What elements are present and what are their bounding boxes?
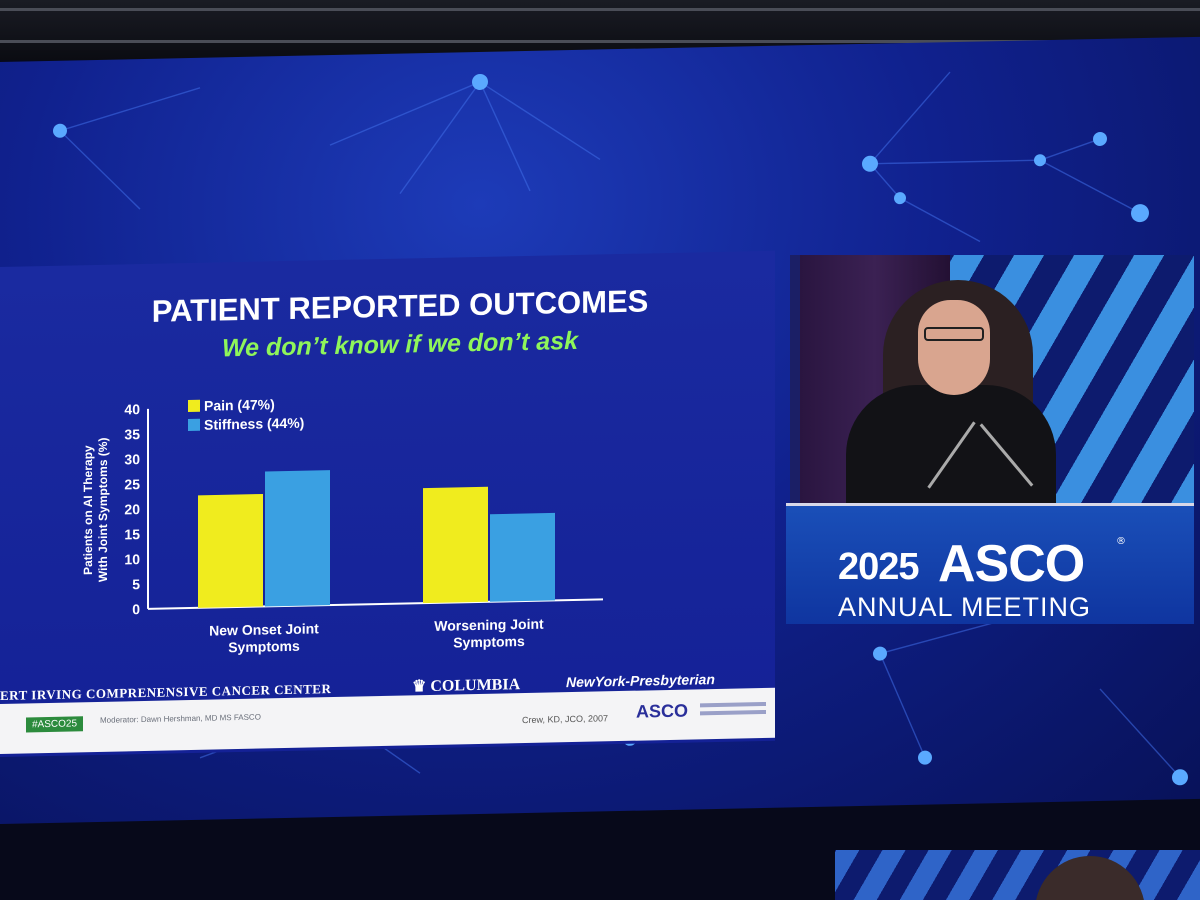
slide-title: PATIENT REPORTED OUTCOMES bbox=[151, 283, 649, 329]
legend-swatch bbox=[188, 418, 200, 432]
x-tick-label: Worsening Joint bbox=[434, 616, 544, 634]
y-tick-label: 20 bbox=[124, 501, 140, 517]
y-tick-label: 5 bbox=[132, 576, 140, 592]
moderator-text: Moderator: Dawn Hershman, MD MS FASCO bbox=[100, 712, 261, 725]
bar bbox=[490, 512, 555, 602]
nyp-logo: NewYork-Presbyterian bbox=[566, 671, 715, 691]
legend-label: Pain (47%) bbox=[204, 396, 275, 413]
crown-icon: ♛ bbox=[412, 677, 431, 696]
legend-swatch bbox=[188, 399, 200, 413]
y-tick-label: 30 bbox=[124, 451, 140, 467]
speaker-video bbox=[790, 255, 1194, 505]
y-tick-label: 0 bbox=[132, 601, 140, 617]
citation-text: Crew, KD, JCO, 2007 bbox=[522, 713, 609, 726]
registered-mark: ® bbox=[1116, 536, 1126, 547]
y-tick-label: 15 bbox=[124, 526, 140, 542]
y-tick-label: 35 bbox=[124, 426, 140, 442]
truss-beam bbox=[0, 40, 1200, 43]
secondary-screen-stripes bbox=[835, 850, 1200, 900]
columbia-logo-text: COLUMBIA bbox=[430, 676, 521, 695]
bar bbox=[198, 493, 263, 608]
y-tick-label: 25 bbox=[124, 476, 140, 492]
secondary-screen bbox=[835, 850, 1200, 900]
y-axis-label: Patients on AI Therapy bbox=[81, 445, 95, 575]
y-axis-label: With Joint Symptoms (%) bbox=[96, 437, 110, 582]
bar bbox=[423, 486, 488, 604]
bar bbox=[265, 470, 330, 607]
podium-year: 2025 bbox=[838, 546, 920, 588]
x-tick-label: New Onset Joint bbox=[209, 620, 319, 638]
asco-tagline-line bbox=[700, 709, 766, 716]
projection-screen: PATIENT REPORTED OUTCOMES We don’t know … bbox=[0, 36, 1200, 824]
asco-footer-logo: ASCO bbox=[636, 700, 689, 722]
asco-tagline-line bbox=[700, 701, 766, 708]
presentation-slide: PATIENT REPORTED OUTCOMES We don’t know … bbox=[0, 250, 775, 758]
slide-subtitle: We don’t know if we don’t ask bbox=[221, 326, 579, 363]
podium-brand: ASCO bbox=[938, 535, 1085, 593]
speaker-face bbox=[918, 300, 990, 395]
network-background bbox=[53, 71, 1188, 786]
bar-chart: 0 5 10 15 20 25 30 35 40 Patients on AI Therapy Wi… bbox=[81, 396, 603, 656]
hashtag-badge: #ASCO25 bbox=[26, 716, 84, 733]
podium-meeting-text: ANNUAL MEETING bbox=[838, 592, 1092, 622]
legend-label: Stiffness (44%) bbox=[204, 415, 304, 433]
speaker-glasses bbox=[924, 327, 984, 341]
x-tick-label: Symptoms bbox=[228, 638, 300, 656]
podium-sign: 2025 ASCO ® ANNUAL MEETING bbox=[786, 503, 1194, 624]
y-tick-label: 40 bbox=[124, 401, 140, 417]
speaker-body bbox=[846, 385, 1056, 505]
x-tick-label: Symptoms bbox=[453, 633, 525, 651]
truss-beam bbox=[0, 8, 1200, 11]
y-tick-label: 10 bbox=[124, 551, 140, 567]
